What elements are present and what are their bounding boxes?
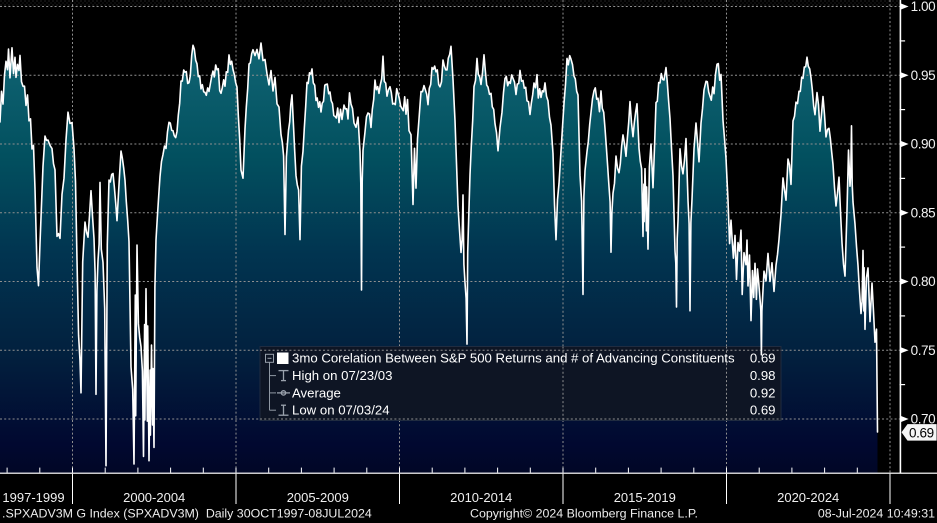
svg-text:0.90: 0.90 bbox=[911, 137, 936, 152]
svg-text:2010-2014: 2010-2014 bbox=[450, 490, 512, 505]
svg-text:08-Jul-2024 10:49:31: 08-Jul-2024 10:49:31 bbox=[818, 507, 935, 521]
svg-text:2005-2009: 2005-2009 bbox=[287, 490, 349, 505]
svg-text:High on 07/23/03: High on 07/23/03 bbox=[292, 368, 392, 383]
svg-text:Average: Average bbox=[292, 385, 341, 400]
svg-text:0.80: 0.80 bbox=[911, 274, 936, 289]
svg-text:1.00: 1.00 bbox=[911, 0, 936, 14]
svg-text:1997-1999: 1997-1999 bbox=[2, 490, 64, 505]
svg-text:0.69: 0.69 bbox=[750, 351, 776, 366]
svg-text:0.95: 0.95 bbox=[911, 68, 936, 83]
svg-text:.SPXADV3M G Index (SPXADV3M): .SPXADV3M G Index (SPXADV3M) Daily 30OCT… bbox=[2, 507, 372, 521]
svg-text:0.75: 0.75 bbox=[911, 343, 936, 358]
svg-text:0.92: 0.92 bbox=[750, 385, 776, 400]
svg-text:Copyright© 2024 Bloomberg Fina: Copyright© 2024 Bloomberg Finance L.P. bbox=[470, 507, 698, 521]
svg-text:2015-2019: 2015-2019 bbox=[614, 490, 676, 505]
svg-text:0.70: 0.70 bbox=[911, 412, 936, 427]
svg-text:3mo Corelation Between S&P 500: 3mo Corelation Between S&P 500 Returns a… bbox=[292, 351, 735, 366]
svg-text:0.69: 0.69 bbox=[750, 403, 776, 418]
svg-text:2000-2004: 2000-2004 bbox=[123, 490, 185, 505]
svg-text:2020-2024: 2020-2024 bbox=[777, 490, 839, 505]
svg-text:0.85: 0.85 bbox=[911, 206, 936, 221]
svg-text:Low on 07/03/24: Low on 07/03/24 bbox=[292, 403, 390, 418]
svg-text:0.98: 0.98 bbox=[750, 368, 776, 383]
svg-text:0.69: 0.69 bbox=[909, 425, 934, 440]
